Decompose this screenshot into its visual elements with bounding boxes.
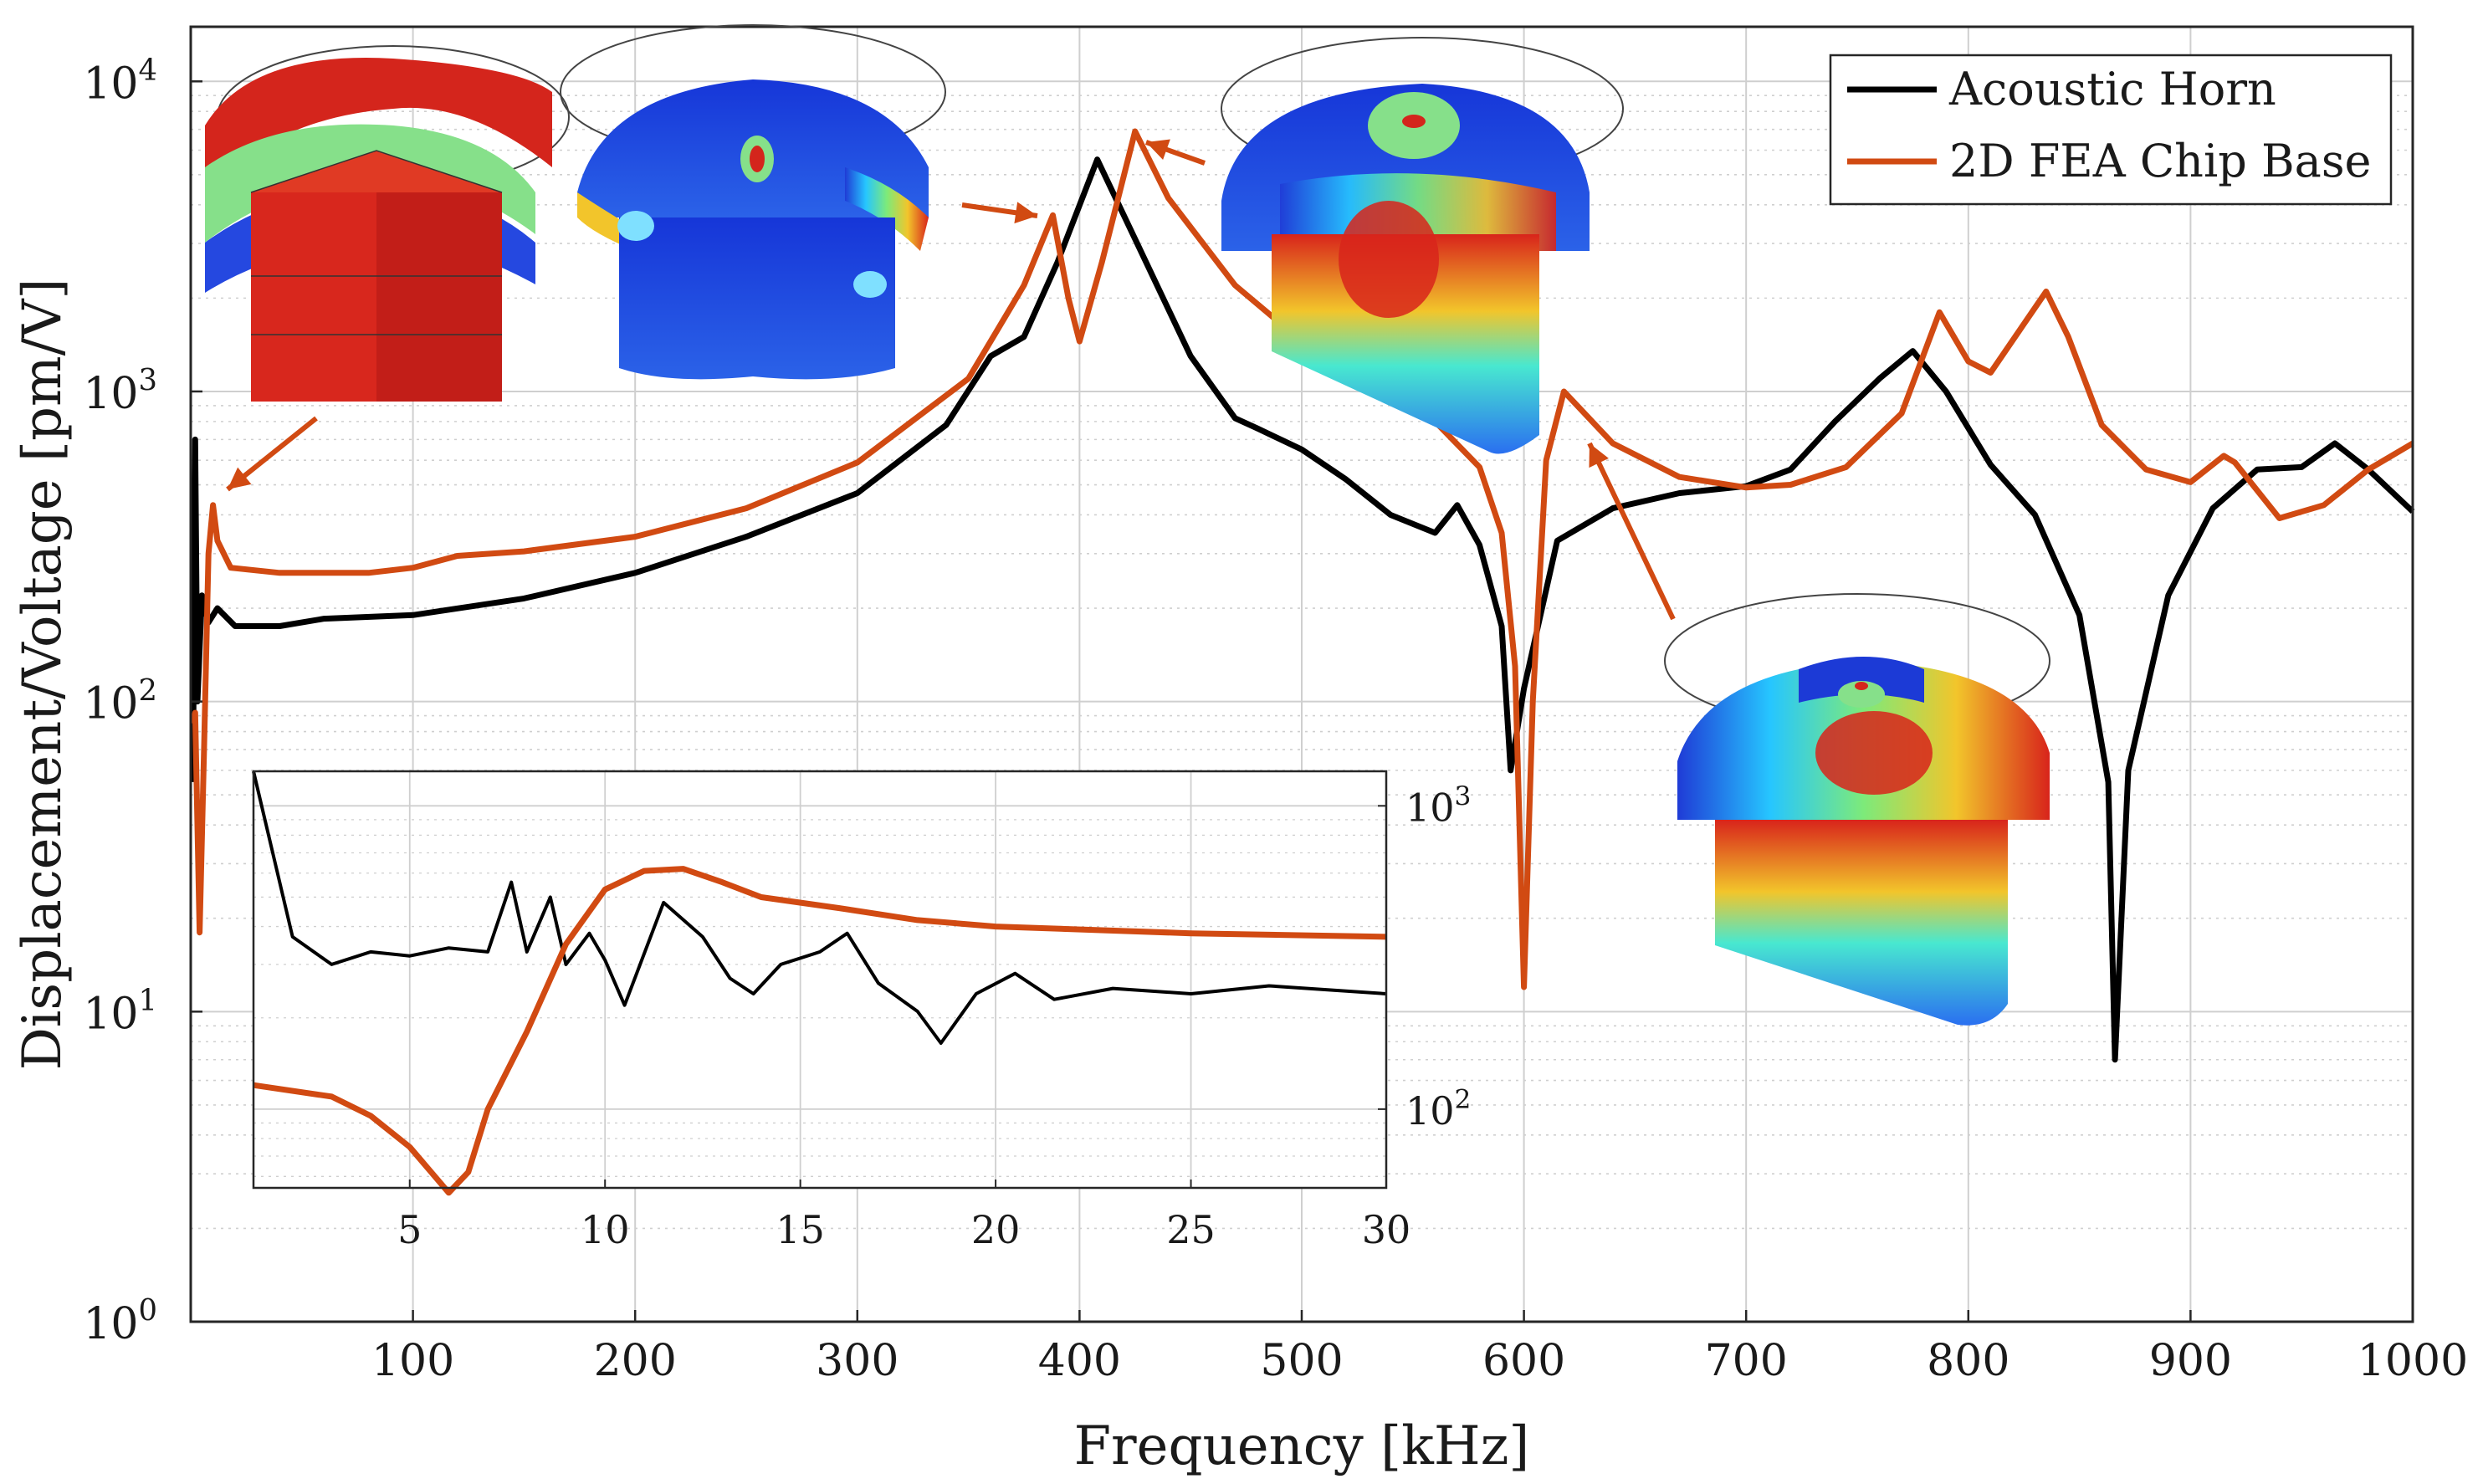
y-axis-label: Displacement/Voltage [pm/V] [12, 279, 74, 1071]
x-tick-label: 100 [371, 1336, 454, 1386]
inset-grid [253, 771, 1386, 1188]
x-tick-label: 500 [1260, 1336, 1343, 1386]
x-tick-label: 200 [594, 1336, 677, 1386]
x-tick-label: 300 [816, 1336, 898, 1386]
inset-y-tick-label: 102 [1405, 1085, 1471, 1133]
series-line-acoustic-horn [190, 156, 2415, 1063]
y-tick-label: 103 [83, 363, 157, 419]
arrow-mode-4-head [1589, 443, 1609, 468]
x-tick-label: 700 [1705, 1336, 1788, 1386]
inset-y-tick-label: 103 [1405, 781, 1471, 830]
x-tick-label: 800 [1927, 1336, 2009, 1386]
y-tick-label: 100 [83, 1293, 157, 1349]
mode-shape-image-1 [205, 45, 570, 402]
y-tick-label: 101 [83, 983, 157, 1039]
y-tick-label: 102 [83, 673, 157, 729]
inset-series [252, 770, 1387, 1196]
inset-x-tick-label: 30 [1362, 1207, 1411, 1252]
inset-x-tick-label: 20 [971, 1207, 1021, 1252]
inset-x-tick-label: 25 [1166, 1207, 1216, 1252]
legend-box [1829, 54, 2393, 206]
arrow-mode-3-head [1146, 139, 1170, 160]
arrow-mode-4 [1587, 442, 1676, 621]
main-series [190, 128, 2415, 1063]
legend-label-fea: 2D FEA Chip Base [1949, 135, 2372, 187]
inset-x-tick-label: 10 [581, 1207, 630, 1252]
x-axis-label: Frequency [kHz] [1074, 1415, 1530, 1477]
inset-x-tick-label: 5 [397, 1207, 422, 1252]
inset-ticks: 5 10 15 20 25 30 102 103 [397, 781, 1471, 1252]
x-tick-label: 1000 [2358, 1336, 2468, 1386]
inset-plot: 5 10 15 20 25 30 102 103 [252, 770, 1471, 1252]
x-tick-label: 900 [2149, 1336, 2232, 1386]
inset-plot-frame [252, 770, 1388, 1190]
y-tick-label: 104 [83, 53, 157, 109]
mode-shape-image-3 [1221, 37, 1624, 454]
series-line-fea-chip-base [190, 128, 2414, 990]
x-tick-label: 400 [1038, 1336, 1121, 1386]
mode-shape-image-4 [1664, 593, 2050, 1026]
arrow-mode-2-head [1014, 202, 1037, 224]
inset-x-tick-label: 15 [776, 1207, 825, 1252]
x-tick-label: 600 [1482, 1336, 1565, 1386]
legend: Acoustic Horn 2D FEA Chip Base [1829, 54, 2393, 206]
mode-shape-image-2 [560, 24, 946, 380]
annotation-arrows [226, 139, 1676, 621]
legend-label-horn: Acoustic Horn [1948, 63, 2276, 115]
inset-series-line-fea-chip-base [253, 866, 1387, 1196]
main-ticks: 100 200 300 400 500 600 700 800 900 1000100101102… [83, 53, 2468, 1386]
arrow-mode-1-head [228, 467, 252, 489]
inset-series-line-acoustic-horn [252, 770, 1387, 1045]
